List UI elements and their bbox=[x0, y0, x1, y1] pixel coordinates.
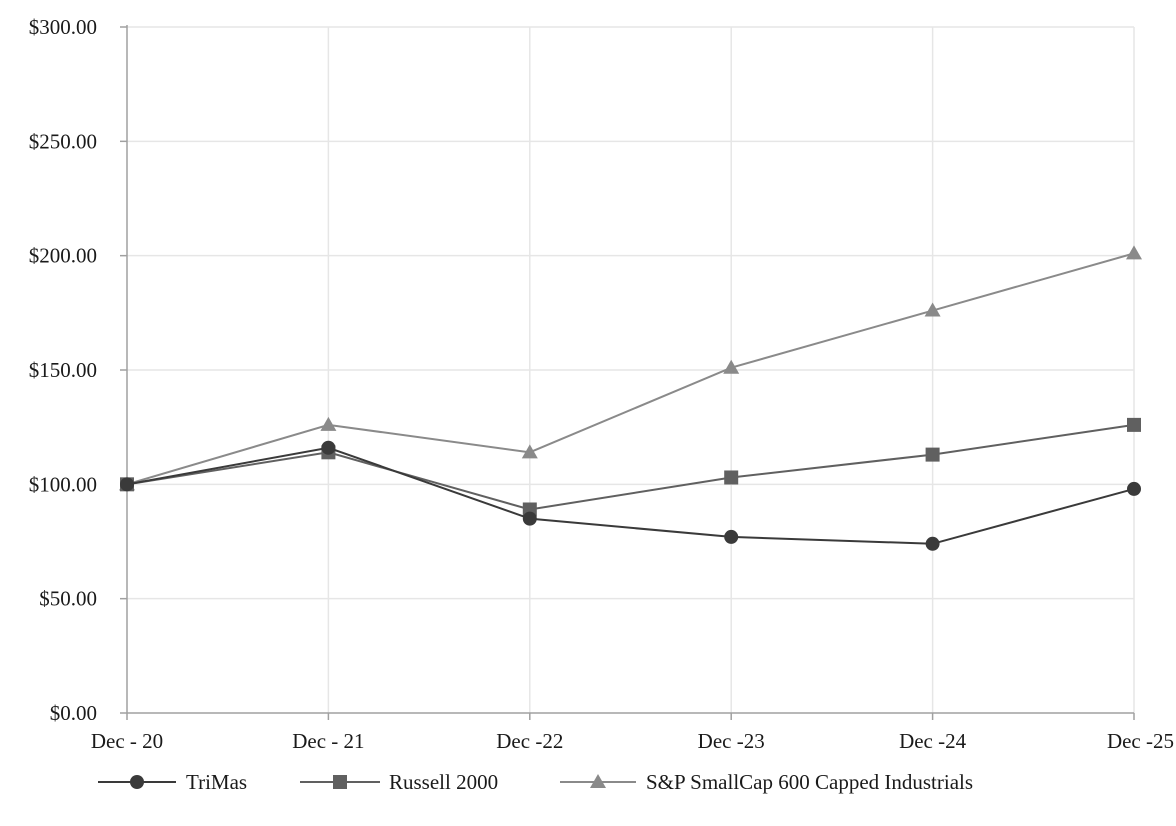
legend-label: S&P SmallCap 600 Capped Industrials bbox=[646, 770, 973, 794]
legend-item: TriMas bbox=[98, 770, 247, 794]
legend-label: TriMas bbox=[186, 770, 247, 794]
data-point bbox=[723, 359, 740, 374]
x-tick-label: Dec - 20 bbox=[91, 729, 163, 753]
data-point bbox=[724, 529, 739, 544]
series-line bbox=[126, 446, 1135, 545]
series-s-p-smallcap-600-capped-industrials bbox=[119, 245, 1142, 491]
series-group bbox=[119, 245, 1142, 551]
series-russell-2000 bbox=[120, 417, 1141, 517]
legend-item: S&P SmallCap 600 Capped Industrials bbox=[560, 770, 973, 794]
x-tick-label: Dec -23 bbox=[698, 729, 765, 753]
data-point bbox=[1126, 245, 1142, 260]
data-point bbox=[1127, 481, 1141, 496]
x-tick-label: Dec - 21 bbox=[292, 729, 364, 753]
legend-marker bbox=[333, 775, 347, 789]
data-point bbox=[925, 447, 940, 462]
x-tick-label: Dec -25 bbox=[1107, 729, 1174, 753]
data-point bbox=[925, 536, 940, 551]
data-point bbox=[521, 444, 538, 459]
legend: TriMas Russell 2000 S&P SmallCap 600 Cappe… bbox=[98, 770, 973, 794]
x-tick-label: Dec -22 bbox=[496, 729, 563, 753]
axes: $0.00 $50.00 $100.00 $150.00 $200.00 $250.00 $… bbox=[29, 15, 1174, 753]
x-tick-label: Dec -24 bbox=[899, 729, 967, 753]
data-point bbox=[522, 511, 537, 526]
legend-marker bbox=[590, 774, 606, 788]
legend-marker bbox=[130, 775, 144, 789]
grid bbox=[127, 26, 1135, 713]
data-point bbox=[724, 470, 739, 485]
data-point bbox=[321, 440, 336, 455]
data-point bbox=[924, 302, 941, 317]
series-line bbox=[126, 423, 1135, 511]
y-tick-label: $200.00 bbox=[29, 244, 97, 268]
data-point bbox=[120, 477, 134, 492]
legend-label: Russell 2000 bbox=[389, 770, 498, 794]
data-point bbox=[320, 416, 337, 431]
series-trimas bbox=[120, 440, 1141, 551]
y-tick-label: $300.00 bbox=[29, 15, 97, 39]
y-tick-label: $50.00 bbox=[39, 587, 97, 611]
legend-item: Russell 2000 bbox=[300, 770, 498, 794]
series-line bbox=[126, 252, 1135, 486]
y-tick-label: $250.00 bbox=[29, 129, 97, 153]
y-tick-label: $0.00 bbox=[50, 701, 97, 725]
y-tick-label: $150.00 bbox=[29, 358, 97, 382]
y-tick-label: $100.00 bbox=[29, 472, 97, 496]
data-point bbox=[1127, 417, 1141, 432]
